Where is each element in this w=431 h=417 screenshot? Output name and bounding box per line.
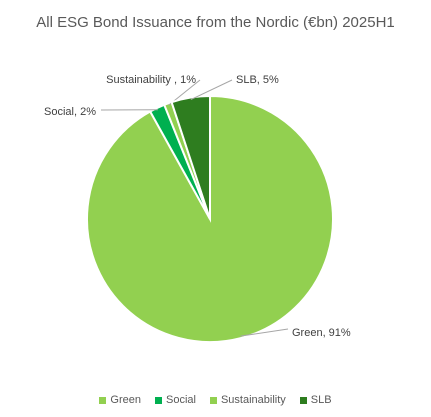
legend-label-sustainability: Sustainability — [220, 394, 286, 406]
legend-item-green: Green — [99, 394, 141, 406]
legend-label-slb: SLB — [310, 394, 332, 406]
leader-line-green — [240, 328, 289, 337]
chart-title: All ESG Bond Issuance from the Nordic (€… — [36, 14, 395, 31]
legend-swatch-green — [99, 396, 107, 404]
legend-label-social: Social — [165, 394, 196, 406]
legend-item-slb: SLB — [299, 394, 332, 406]
legend-swatch-sustainability — [209, 396, 217, 404]
legend-item-sustainability: Sustainability — [209, 394, 286, 406]
legend-swatch-social — [154, 396, 162, 404]
data-label-social: Social, 2% — [44, 106, 96, 118]
leader-line-slb — [190, 79, 233, 100]
legend-label-green: Green — [110, 394, 141, 406]
pie-slice-slb — [170, 94, 211, 220]
data-label-green: Green, 91% — [292, 327, 351, 339]
legend-swatch-slb — [299, 396, 307, 404]
legend-item-social: Social — [154, 394, 196, 406]
chart-legend: Green Social Sustainability SLB — [0, 394, 431, 406]
data-label-slb: SLB, 5% — [236, 74, 279, 86]
data-label-sustainability: Sustainability , 1% — [106, 74, 196, 86]
